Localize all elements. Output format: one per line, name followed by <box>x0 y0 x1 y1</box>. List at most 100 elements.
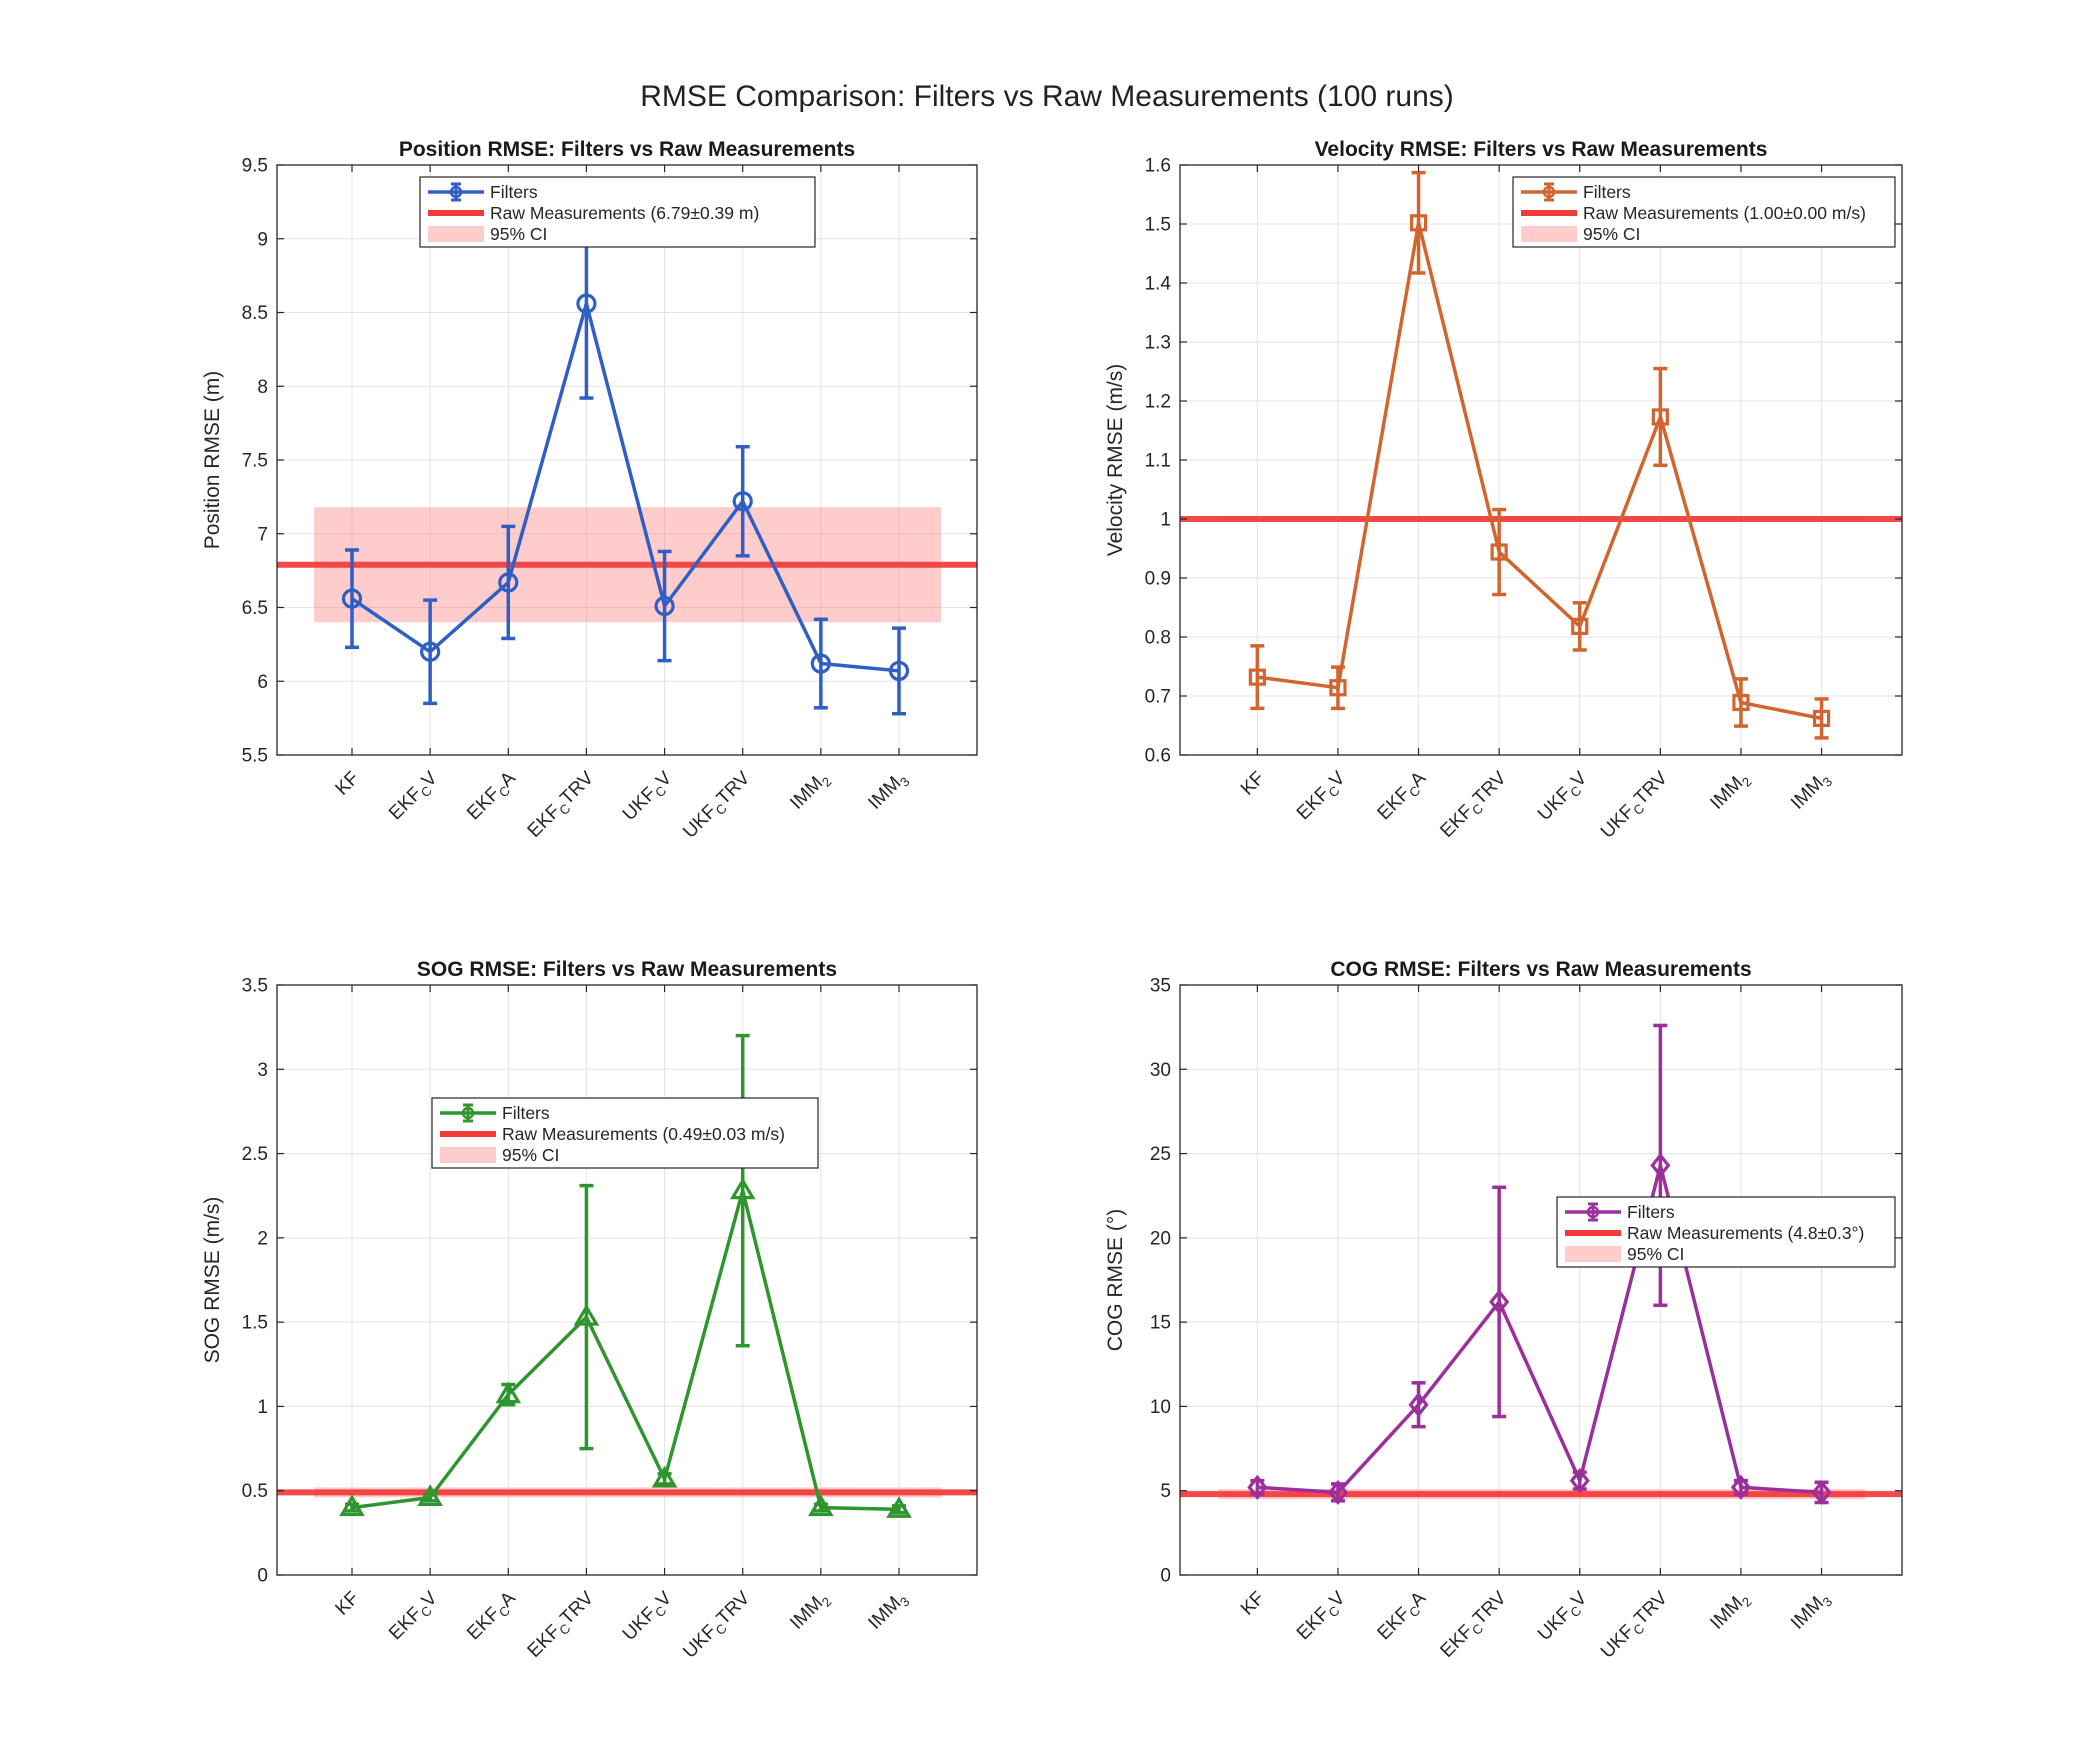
x-tick-label: IMM3 <box>864 1588 912 1636</box>
y-tick-label: 1.4 <box>1145 274 1172 295</box>
figure-title: RMSE Comparison: Filters vs Raw Measurem… <box>640 80 1454 113</box>
error-bar <box>1250 644 1265 711</box>
axes-box <box>276 984 978 1576</box>
data-point <box>1812 709 1831 728</box>
x-tick-label-base: KF <box>1237 768 1269 800</box>
y-tick-label: 1.5 <box>242 1313 268 1334</box>
data-point <box>654 595 675 617</box>
y-tick-label: 1 <box>1160 510 1171 531</box>
error-bar <box>501 524 516 641</box>
plot-area <box>1180 985 1902 1575</box>
data-point <box>1811 1479 1832 1505</box>
y-tick-label: 0.9 <box>1145 569 1171 590</box>
y-tick-label: 2 <box>257 1228 268 1249</box>
x-tick-label: UKFCV <box>619 767 679 827</box>
x-tick-label: EKFCV <box>385 767 444 826</box>
legend-entry-label: Filters <box>1583 182 1631 202</box>
y-tick-label: 25 <box>1150 1144 1171 1165</box>
y-tick-label: 3.5 <box>242 976 268 997</box>
data-point <box>1651 408 1669 426</box>
x-tick-label: EKFCTRV <box>524 767 601 844</box>
y-tick-label: 2.5 <box>242 1144 268 1165</box>
error-bar <box>813 617 828 710</box>
chart-title: SOG RMSE: Filters vs Raw Measurements <box>417 958 837 981</box>
data-point <box>808 1494 834 1517</box>
data-point <box>341 588 363 609</box>
y-tick-label: 0 <box>257 1566 268 1587</box>
legend-box <box>419 176 816 248</box>
legend-swatch-ci <box>1565 1246 1621 1262</box>
legend-entry-label: Raw Measurements (0.49±0.03 m/s) <box>502 1124 785 1144</box>
series-line-filters <box>1257 1163 1822 1495</box>
error-bar <box>1733 677 1748 728</box>
y-tick-label: 10 <box>1150 1397 1171 1418</box>
x-tick-label-base: KF <box>332 768 364 800</box>
data-point <box>1408 1392 1429 1418</box>
y-tick-label: 0.7 <box>1145 687 1171 708</box>
data-point <box>810 653 831 674</box>
error-bar <box>579 1183 594 1451</box>
chart-title: COG RMSE: Filters vs Raw Measurements <box>1330 958 1751 981</box>
error-bar <box>657 549 672 663</box>
x-tick-label-base: KF <box>1237 1588 1269 1620</box>
data-point <box>1569 1468 1590 1494</box>
y-tick-label: 15 <box>1150 1313 1171 1334</box>
x-tick-label: IMM2 <box>1706 768 1754 816</box>
data-point <box>573 1303 600 1326</box>
error-bar <box>1411 170 1426 275</box>
x-tick-label: IMM3 <box>864 768 912 816</box>
x-tick-label: EKFCA <box>1373 1587 1432 1646</box>
x-tick-label: IMM2 <box>786 1588 834 1636</box>
x-tick-label: UKFCV <box>1534 1587 1594 1647</box>
y-axis-label: Position RMSE (m) <box>201 371 224 550</box>
data-point <box>1248 668 1266 686</box>
plot-area <box>277 985 977 1575</box>
data-point <box>886 1496 912 1518</box>
y-tick-label: 1 <box>257 1397 268 1418</box>
chart-panel-2: 0.6 0.7 0.8 0.9 1 1.1 1.2 1.3 1.4 1.5 1.6 KF EKFCV EK… <box>1104 138 1903 844</box>
chart-title: Position RMSE: Filters vs Raw Measuremen… <box>399 138 855 161</box>
data-point <box>1571 617 1589 635</box>
legend-swatch-ci <box>428 226 484 242</box>
x-tick-label-base: KF <box>332 1588 364 1620</box>
data-point <box>339 1494 365 1517</box>
legend-swatch-ci <box>440 1147 496 1163</box>
error-bar <box>1492 507 1507 597</box>
y-tick-label: 8 <box>257 377 268 398</box>
x-tick-label: EKFCV <box>1293 1587 1352 1646</box>
y-axis-label: Velocity RMSE (m/s) <box>1104 364 1127 557</box>
y-tick-label: 9 <box>257 229 268 250</box>
data-point <box>1650 1152 1671 1178</box>
legend-entry-label: 95% CI <box>1583 224 1640 244</box>
x-tick-label: IMM2 <box>1706 1588 1754 1636</box>
x-tick-label: EKFCTRV <box>1436 767 1513 844</box>
data-point <box>576 293 597 314</box>
data-point <box>417 1484 443 1507</box>
x-tick-label: KF <box>1237 768 1269 800</box>
x-tick-label: EKFCA <box>463 767 522 826</box>
legend-entry-label: 95% CI <box>1627 1244 1684 1264</box>
x-tick-label: EKFCV <box>1293 767 1352 826</box>
data-point <box>732 491 753 512</box>
error-bar <box>1250 1478 1265 1496</box>
data-point <box>498 572 519 593</box>
error-bar <box>1733 1478 1748 1496</box>
data-point <box>495 1381 522 1404</box>
legend-swatch-marker <box>449 185 463 199</box>
y-tick-label: 0.6 <box>1145 746 1171 767</box>
x-tick-label: UKFCTRV <box>1597 1587 1674 1664</box>
x-tick-label: IMM3 <box>1787 768 1835 816</box>
legend-swatch-ci <box>1521 226 1577 242</box>
y-tick-label: 1.2 <box>1145 392 1171 413</box>
y-tick-label: 20 <box>1150 1228 1171 1249</box>
x-tick-label: KF <box>1237 1588 1269 1620</box>
y-axis-label: COG RMSE (°) <box>1104 1209 1127 1352</box>
y-tick-label: 1.5 <box>1145 215 1171 236</box>
y-tick-label: 3 <box>257 1060 268 1081</box>
